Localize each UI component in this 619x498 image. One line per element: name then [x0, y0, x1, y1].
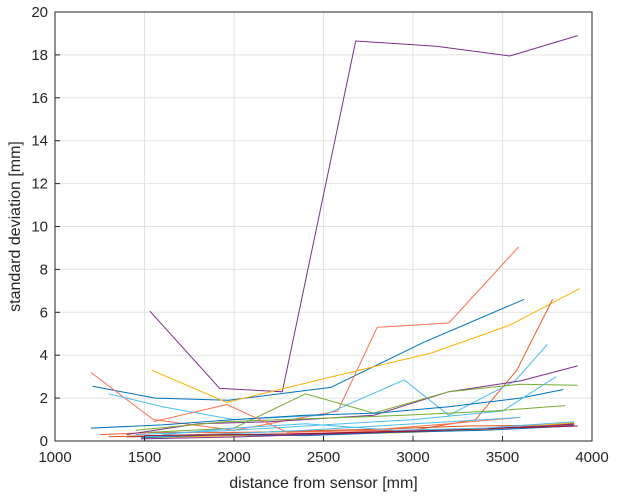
y-tick-label: 6 — [40, 304, 48, 321]
y-tick-label: 2 — [40, 390, 48, 407]
y-tick-label: 0 — [40, 433, 48, 450]
x-tick-label: 3000 — [396, 449, 429, 466]
x-axis-label: distance from sensor [mm] — [229, 475, 418, 492]
series-line-4 — [151, 288, 580, 403]
series-line-19 — [144, 425, 578, 437]
series-line-18 — [144, 416, 521, 438]
series-line-10 — [135, 376, 557, 436]
series-line-3 — [90, 246, 519, 431]
series-line-6 — [108, 344, 548, 421]
series-line-1 — [149, 35, 578, 393]
series-line-20 — [162, 421, 575, 436]
y-tick-label: 4 — [40, 347, 48, 364]
x-axis-ticks: 1000 1500 2000 2500 3000 3500 4000 — [38, 436, 609, 466]
x-tick-label: 2500 — [307, 449, 340, 466]
series-line-2 — [92, 298, 525, 401]
x-tick-label: 3500 — [486, 449, 519, 466]
y-tick-label: 20 — [31, 4, 48, 21]
series-lines — [90, 35, 580, 440]
y-axis-ticks: 0 2 4 6 8 10 12 14 16 18 20 — [31, 4, 60, 450]
series-line-14 — [135, 405, 566, 431]
y-axis-label: standard deviation [mm] — [7, 141, 24, 312]
x-tick-label: 1500 — [128, 449, 161, 466]
y-tick-label: 12 — [31, 176, 48, 193]
series-line-17 — [153, 404, 521, 433]
y-tick-label: 18 — [31, 47, 48, 64]
y-tick-label: 8 — [40, 261, 48, 278]
series-line-9 — [90, 389, 564, 429]
y-tick-label: 10 — [31, 219, 48, 236]
x-tick-label: 1000 — [38, 449, 71, 466]
x-tick-label: 2000 — [217, 449, 250, 466]
y-tick-label: 16 — [31, 90, 48, 107]
x-tick-label: 4000 — [575, 449, 608, 466]
y-tick-label: 14 — [31, 133, 48, 150]
